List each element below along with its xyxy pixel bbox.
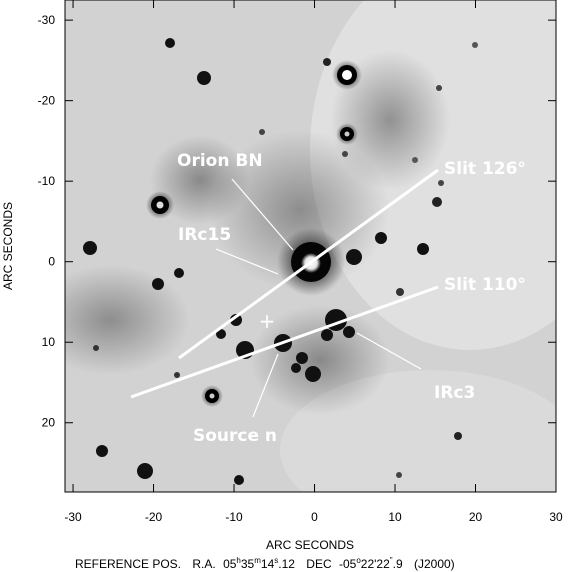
dec-minutes: 22' [361, 557, 377, 571]
y-tick-label: -20 [38, 94, 56, 108]
ra-minutes-unit: m [254, 556, 261, 565]
x-tick-label: 20 [469, 510, 483, 524]
y-axis-title: ARC SECONDS [1, 202, 15, 290]
point-source [83, 38, 478, 485]
x-tick-label: 0 [311, 510, 318, 524]
reference-position: REFERENCE POS. R.A. 05h35m14s.12 DEC -05… [75, 556, 455, 571]
epoch: (J2000) [414, 557, 455, 571]
ra-hours-unit: h [236, 556, 240, 565]
y-tick-label: -30 [38, 13, 56, 27]
x-tick-label: -10 [225, 510, 243, 524]
nebulosity-center [210, 130, 390, 290]
x-axis: -30 -20 -10 0 10 20 30 [64, 0, 563, 524]
dec-seconds-unit: " [390, 556, 393, 565]
reference-prefix: REFERENCE POS. [75, 557, 181, 571]
ra-seconds-unit: s [274, 556, 278, 565]
label-slit-126: Slit 126° [444, 159, 526, 179]
y-tick-label: -10 [38, 174, 56, 188]
x-tick-label: 10 [388, 510, 402, 524]
ra-hours: 05 [223, 557, 237, 571]
x-axis-title: ARC SECONDS [266, 538, 354, 552]
nebulosity-upper [330, 50, 450, 190]
irc3-leader [356, 332, 422, 370]
dec-degrees: -05 [339, 557, 357, 571]
nebulosity-lower [250, 305, 390, 415]
label-irc3: IRc3 [434, 383, 475, 403]
y-tick-label: 20 [42, 416, 56, 430]
label-irc15: IRc15 [178, 225, 231, 245]
x-tick-label: -20 [145, 510, 163, 524]
ra-label: R.A. [192, 557, 215, 571]
dec-degrees-unit: o [356, 556, 361, 565]
label-orion-bn: Orion BN [177, 151, 263, 171]
ring-source [336, 123, 358, 145]
ring-source [146, 191, 174, 219]
ra-seconds-frac: .12 [278, 557, 295, 571]
dec-label: DEC [306, 557, 332, 571]
source-n-leader [252, 353, 279, 418]
x-tick-label: 30 [549, 510, 563, 524]
label-source-n: Source n [193, 426, 277, 446]
dec-seconds: 22 [376, 557, 390, 571]
y-axis: -30 -20 -10 0 10 20 [38, 13, 556, 430]
slit-110-line [130, 285, 439, 399]
dec-seconds-frac: .9 [393, 557, 403, 571]
slit-126-line [178, 168, 439, 360]
nebulosity-west [150, 135, 250, 225]
ra-minutes: 35 [241, 557, 255, 571]
orion-bn-leader [231, 178, 294, 251]
y-tick-label: 10 [42, 335, 56, 349]
plot-frame [64, 0, 557, 493]
ra-seconds: 14 [261, 557, 275, 571]
irc15-leader [215, 248, 279, 275]
ring-source [332, 60, 362, 90]
label-slit-110: Slit 110° [444, 275, 526, 295]
x-tick-label: -30 [64, 510, 82, 524]
y-tick-label: 0 [48, 255, 55, 269]
image-panel: + Orion BN IRc15 Slit 126° Slit 110° IRc… [65, 0, 556, 492]
nebulosity-left [65, 265, 190, 375]
ring-source [201, 385, 223, 407]
reference-marker: + [259, 309, 276, 333]
